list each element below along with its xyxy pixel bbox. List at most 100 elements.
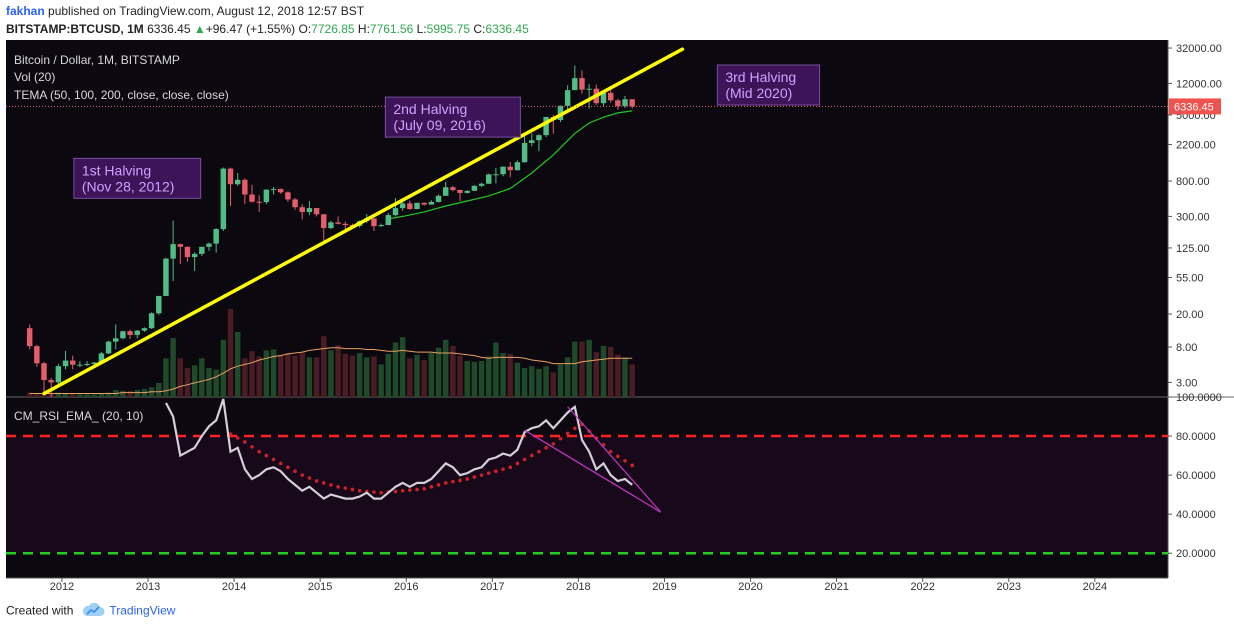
- volume-bar: [536, 368, 542, 397]
- candle-body: [148, 313, 155, 329]
- volume-bar: [557, 364, 564, 397]
- candle-body: [105, 341, 112, 354]
- price-axis-label: 2200.00: [1176, 140, 1216, 152]
- rsi-ema-dot: [415, 487, 419, 492]
- candle-body: [199, 246, 205, 254]
- time-axis-label: 2023: [997, 581, 1021, 593]
- candle-body: [227, 168, 234, 185]
- volume-bar: [306, 357, 313, 397]
- volume-bar: [84, 394, 90, 397]
- time-axis-label: 2019: [652, 581, 676, 593]
- time-axis-label: 2014: [222, 581, 246, 593]
- halving-annotation-title: 1st Halving: [82, 162, 151, 178]
- candle-body: [285, 192, 291, 200]
- time-axis-label: 2022: [910, 581, 934, 593]
- tema-indicator-label: TEMA (50, 100, 200, close, close, close): [14, 88, 229, 102]
- price-axis-label: 55.00: [1176, 273, 1204, 285]
- candle-body: [120, 331, 126, 339]
- tradingview-link[interactable]: TradingView: [109, 603, 176, 618]
- candle-body: [163, 258, 169, 296]
- low-label: L:: [416, 22, 427, 36]
- rsi-ema-dot: [558, 436, 563, 441]
- candle-body: [328, 222, 334, 229]
- rsi-ema-dot: [393, 489, 398, 494]
- rsi-ema-dot: [350, 487, 355, 492]
- candle-body: [457, 189, 463, 193]
- candle-body: [435, 195, 442, 202]
- halving-annotation-date: (Mid 2020): [725, 85, 792, 101]
- last-price-badge: [1169, 98, 1221, 115]
- rsi-ema-dot: [314, 479, 319, 483]
- time-axis-label: 2013: [136, 581, 160, 593]
- rsi-ema-dot: [479, 473, 484, 477]
- candle-body: [48, 380, 54, 383]
- volume-bar: [249, 351, 255, 397]
- rsi-ema-dot: [336, 485, 340, 489]
- volume-bar: [299, 352, 305, 397]
- halving-annotation-box: [716, 64, 821, 106]
- volume-bar: [177, 358, 184, 397]
- volume-bar: [514, 362, 521, 397]
- volume-bar: [586, 339, 592, 397]
- volume-bar: [371, 356, 377, 397]
- volume-bar: [220, 339, 227, 397]
- time-axis-label: 2015: [308, 581, 332, 593]
- candle-body: [184, 246, 191, 258]
- time-axis-label: 2020: [738, 581, 762, 593]
- rsi-ema-dot: [623, 458, 627, 463]
- candle-body: [407, 203, 413, 210]
- candle-body: [529, 140, 535, 143]
- rsi-ema-dot: [400, 488, 405, 493]
- rsi-ema-dot: [616, 454, 620, 459]
- volume-bar: [263, 350, 270, 397]
- rsi-ema-dot: [372, 490, 376, 494]
- time-axis-label: 2012: [50, 581, 74, 593]
- rsi-ema-dot: [422, 486, 426, 491]
- open-label: O:: [298, 22, 312, 36]
- candle-body: [629, 99, 635, 107]
- candle-body: [399, 203, 406, 209]
- close-label: C:: [473, 22, 486, 36]
- rsi-ema-dot: [264, 453, 269, 458]
- price-axis-label: 20.00: [1176, 309, 1204, 321]
- chart-canvas[interactable]: 1st Halving(Nov 28, 2012) 2nd Halving(Jul…: [0, 0, 1234, 600]
- price-axis-label: 32000.00: [1176, 43, 1222, 55]
- rsi-ema-dot: [573, 426, 577, 431]
- price-change: +96.47 (+1.55%): [205, 22, 296, 36]
- candle-body: [26, 328, 33, 347]
- candle-body: [91, 362, 97, 364]
- rsi-ema-dot: [300, 473, 305, 477]
- high-label: H:: [357, 22, 370, 36]
- candle-body: [77, 364, 83, 366]
- volume-bar: [313, 357, 320, 397]
- candle-body: [191, 253, 198, 258]
- volume-bar: [493, 342, 499, 397]
- candle-body: [385, 215, 392, 226]
- volume-bar: [607, 346, 614, 397]
- rsi-ema-dot: [508, 465, 513, 470]
- volume-bar: [55, 392, 62, 397]
- volume-bar: [77, 394, 83, 397]
- last-price-badge-text: 6336.45: [1174, 101, 1214, 113]
- rsi-wedge-line: [524, 429, 662, 513]
- candle-body: [292, 199, 298, 208]
- rsi-ema-dot: [565, 431, 570, 436]
- candle-body: [507, 166, 513, 171]
- price-axis-label: 3.00: [1176, 377, 1197, 389]
- candle-body: [615, 100, 621, 107]
- candle-body: [263, 189, 270, 203]
- volume-bar: [428, 353, 435, 397]
- rsi-ema-dot: [472, 475, 477, 479]
- volume-bar: [184, 367, 191, 397]
- halving-annotation: 1st Halving(Nov 28, 2012): [73, 157, 202, 199]
- volume-bar: [464, 360, 470, 397]
- ohlc-line: BITSTAMP:BTCUSD, 1M 6336.45 ▲+96.47 (+1.…: [6, 22, 529, 36]
- volume-bar: [629, 364, 635, 397]
- volume-bar: [521, 367, 528, 397]
- candle-body: [213, 229, 219, 244]
- open-value: 7726.85: [311, 22, 355, 36]
- volume-bar: [579, 341, 585, 397]
- candle-body: [113, 338, 119, 342]
- author-link[interactable]: fakhan: [6, 4, 45, 18]
- publisher-line: fakhan published on TradingView.com, Aug…: [6, 4, 364, 18]
